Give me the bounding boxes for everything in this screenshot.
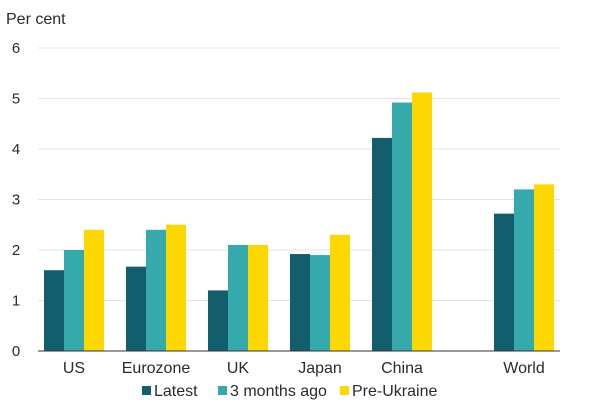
x-tick-label-us: US: [63, 360, 85, 377]
bar-us-pre-ukraine: [84, 229, 104, 351]
legend-label-latest: Latest: [154, 383, 198, 400]
bar-japan-pre-ukraine: [330, 234, 350, 351]
bar-world-3-months-ago: [514, 189, 534, 351]
bar-eurozone-3-months-ago: [146, 229, 166, 351]
bar-china-3-months-ago: [392, 102, 412, 351]
bar-us-3-months-ago: [64, 250, 84, 351]
bar-uk-pre-ukraine: [248, 244, 268, 351]
bar-world-pre-ukraine: [534, 184, 554, 351]
x-tick-label-japan: Japan: [298, 360, 342, 377]
y-tick-label-2: 2: [12, 242, 20, 259]
y-axis-title: Per cent: [6, 11, 66, 28]
legend-swatch-3-months-ago: [218, 386, 227, 395]
bar-uk-3-months-ago: [228, 244, 248, 351]
legend-swatch-latest: [142, 386, 151, 395]
legend-item-latest: Latest: [142, 383, 198, 400]
bar-eurozone-pre-ukraine: [166, 224, 186, 351]
y-tick-label-1: 1: [12, 293, 20, 310]
bar-world-latest: [494, 213, 514, 351]
x-tick-label-china: China: [381, 360, 423, 377]
bar-us-latest: [44, 270, 64, 351]
legend-swatch-pre-ukraine: [340, 386, 349, 395]
bar-china-latest: [372, 137, 392, 351]
bar-japan-3-months-ago: [310, 255, 330, 351]
y-tick-label-6: 6: [12, 40, 20, 57]
bar-uk-latest: [208, 290, 228, 351]
legend-item-3-months-ago: 3 months ago: [218, 383, 327, 400]
gridlines: [38, 47, 560, 301]
bar-china-pre-ukraine: [412, 92, 432, 351]
y-tick-label-4: 4: [12, 141, 20, 158]
legend: Latest 3 months ago Pre-Ukraine: [142, 383, 437, 400]
bars: [44, 92, 554, 351]
x-tick-label-eurozone: Eurozone: [122, 360, 191, 377]
y-axis-ticks: 0 1 2 3 4 5 6: [12, 40, 20, 360]
x-axis-ticks: US Eurozone UK Japan China World: [63, 360, 545, 377]
x-tick-label-uk: UK: [227, 360, 250, 377]
legend-item-pre-ukraine: Pre-Ukraine: [340, 383, 437, 400]
x-tick-label-world: World: [503, 360, 545, 377]
y-tick-label-5: 5: [12, 91, 20, 108]
y-tick-label-0: 0: [12, 343, 20, 360]
bar-eurozone-latest: [126, 266, 146, 351]
bar-japan-latest: [290, 254, 310, 351]
legend-label-pre-ukraine: Pre-Ukraine: [352, 383, 437, 400]
legend-label-3-months-ago: 3 months ago: [230, 383, 327, 400]
y-tick-label-3: 3: [12, 192, 20, 209]
